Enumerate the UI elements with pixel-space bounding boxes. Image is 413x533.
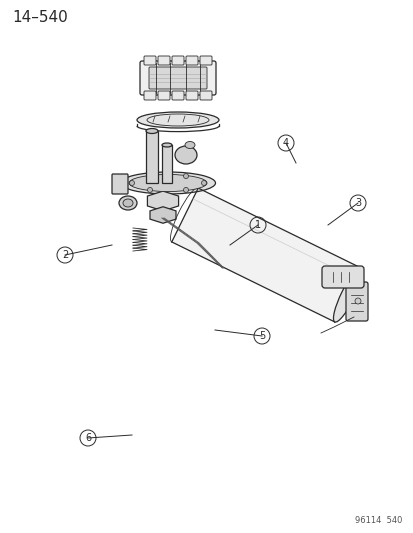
- Text: 2: 2: [62, 250, 68, 260]
- FancyBboxPatch shape: [140, 61, 216, 95]
- Circle shape: [201, 181, 206, 185]
- FancyBboxPatch shape: [171, 91, 183, 100]
- FancyBboxPatch shape: [199, 91, 211, 100]
- Circle shape: [183, 174, 188, 179]
- Text: 5: 5: [258, 331, 264, 341]
- Ellipse shape: [332, 268, 362, 322]
- FancyBboxPatch shape: [112, 174, 128, 194]
- Text: 3: 3: [354, 198, 360, 208]
- FancyBboxPatch shape: [185, 91, 197, 100]
- FancyBboxPatch shape: [171, 56, 183, 65]
- FancyBboxPatch shape: [146, 131, 158, 183]
- Text: 96114  540: 96114 540: [354, 516, 401, 525]
- Ellipse shape: [119, 196, 137, 210]
- Text: 14–540: 14–540: [12, 10, 68, 25]
- Circle shape: [354, 298, 360, 304]
- FancyBboxPatch shape: [345, 282, 367, 321]
- Circle shape: [129, 181, 134, 185]
- FancyBboxPatch shape: [144, 91, 156, 100]
- FancyBboxPatch shape: [321, 266, 363, 288]
- Polygon shape: [150, 207, 176, 223]
- FancyBboxPatch shape: [144, 56, 156, 65]
- FancyBboxPatch shape: [185, 56, 197, 65]
- Ellipse shape: [185, 141, 195, 149]
- FancyBboxPatch shape: [161, 145, 171, 183]
- Ellipse shape: [175, 146, 197, 164]
- FancyBboxPatch shape: [149, 67, 206, 89]
- Ellipse shape: [146, 128, 158, 133]
- Polygon shape: [171, 188, 361, 322]
- Circle shape: [147, 174, 152, 179]
- FancyBboxPatch shape: [199, 56, 211, 65]
- Ellipse shape: [129, 174, 206, 191]
- Ellipse shape: [137, 112, 218, 128]
- Circle shape: [183, 188, 188, 192]
- FancyBboxPatch shape: [158, 56, 170, 65]
- Text: 4: 4: [282, 138, 288, 148]
- FancyBboxPatch shape: [158, 91, 170, 100]
- Text: 1: 1: [254, 220, 261, 230]
- Circle shape: [147, 188, 152, 192]
- Ellipse shape: [161, 143, 171, 147]
- Ellipse shape: [120, 172, 215, 194]
- Text: 6: 6: [85, 433, 91, 443]
- Ellipse shape: [123, 199, 133, 207]
- Polygon shape: [147, 191, 178, 211]
